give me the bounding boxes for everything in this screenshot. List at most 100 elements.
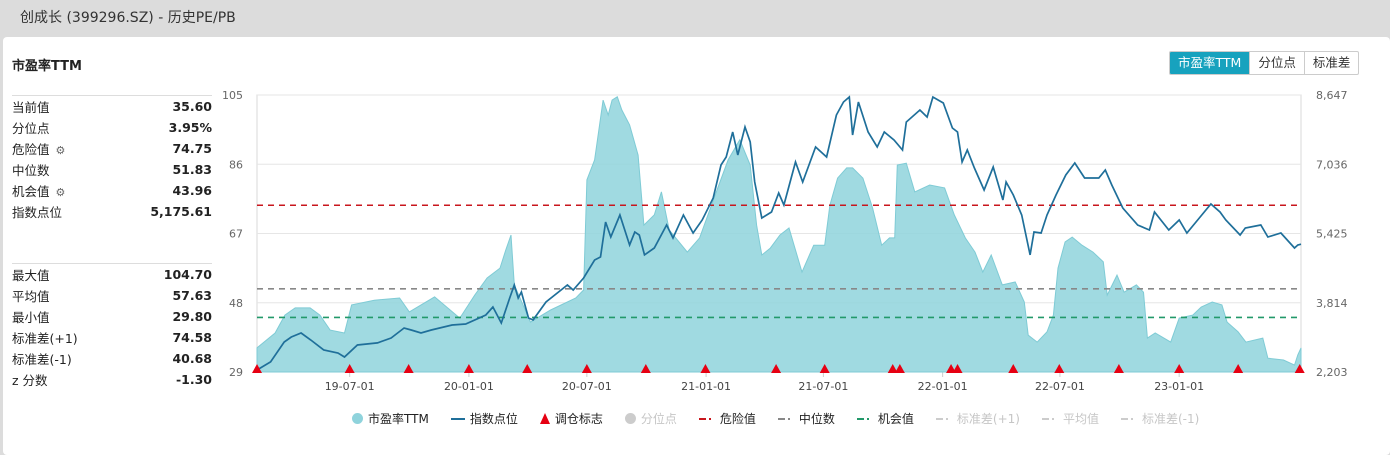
legend-dash-icon (1120, 417, 1137, 420)
rebalance-marker (894, 364, 905, 373)
stat-label: 最大值 (12, 265, 50, 284)
legend-item[interactable]: 危险值 (698, 410, 756, 427)
x-tick-label: 21-01-01 (681, 380, 731, 393)
stat-label: 指数点位 (12, 202, 62, 221)
rebalance-marker (946, 364, 957, 373)
y-right-tick-label: 5,425 (1316, 228, 1348, 241)
legend-item[interactable]: 指数点位 (450, 410, 518, 427)
legend-item[interactable]: 市盈率TTM (352, 410, 429, 427)
legend-circle-icon (352, 413, 363, 424)
stat-label: 分位点 (12, 118, 50, 137)
rebalance-marker (887, 364, 898, 373)
legend-item[interactable]: 分位点 (624, 410, 677, 427)
y-left-tick-label: 29 (229, 366, 243, 379)
x-tick-label: 20-01-01 (444, 380, 494, 393)
metric-toggle: 市盈率TTM 分位点 标准差 (1169, 51, 1360, 75)
stat-value: 35.60 (172, 99, 212, 114)
toggle-std-dev[interactable]: 标准差 (1303, 52, 1359, 74)
stat-value: -1.30 (175, 372, 212, 387)
gear-icon[interactable]: ⚙ (55, 186, 66, 199)
legend-dash-icon (935, 417, 952, 420)
rebalance-marker (1008, 364, 1019, 373)
legend-dash-icon (777, 417, 794, 420)
gear-icon[interactable]: ⚙ (55, 144, 66, 157)
legend-item[interactable]: 中位数 (777, 410, 835, 427)
legend-label: 分位点 (640, 412, 677, 426)
stat-value: 74.75 (172, 141, 212, 156)
stat-value: 104.70 (163, 267, 212, 282)
stat-value: 43.96 (172, 183, 212, 198)
stat-label-text: 分位点 (12, 121, 50, 136)
stat-row: 标准差(-1) 40.68 (12, 348, 212, 369)
rebalance-marker (1174, 364, 1185, 373)
legend-triangle-icon (539, 413, 550, 424)
legend-label: 市盈率TTM (368, 412, 429, 426)
stat-label-text: 危险值 (12, 142, 50, 157)
stat-label-text: 最小值 (12, 310, 50, 325)
legend-label: 平均值 (1062, 412, 1099, 426)
stat-label-text: 标准差(-1) (12, 352, 72, 367)
stat-label-text: 指数点位 (12, 205, 63, 220)
y-left-tick-label: 86 (229, 158, 243, 171)
rebalance-marker (1054, 364, 1065, 373)
stat-label-text: 中位数 (12, 163, 50, 178)
legend-label: 危险值 (719, 412, 756, 426)
legend-label: 中位数 (798, 412, 835, 426)
stat-label: 当前值 (12, 97, 50, 116)
stat-label: 平均值 (12, 286, 50, 305)
legend-dash-icon (856, 417, 873, 420)
stat-label: z 分数 (12, 370, 48, 389)
toggle-percentile[interactable]: 分位点 (1249, 52, 1304, 74)
stat-row: z 分数 -1.30 (12, 369, 212, 390)
stat-label: 标准差(-1) (12, 349, 72, 368)
legend-item[interactable]: 机会值 (856, 410, 914, 427)
legend-item[interactable]: 调仓标志 (539, 410, 603, 427)
legend-dash-icon (698, 417, 715, 420)
legend-label: 指数点位 (469, 412, 518, 426)
stat-label-text: 最大值 (12, 268, 50, 283)
rebalance-marker (252, 364, 262, 373)
x-tick-label: 22-07-01 (1035, 380, 1085, 393)
stats-current: 当前值 35.60 分位点 3.95% 危险值 ⚙ 74.75 中位数 51.83 机会值 ⚙ 43.… (12, 95, 212, 222)
stat-label: 机会值 ⚙ (12, 181, 65, 200)
stat-row: 指数点位 5,175.61 (12, 201, 212, 222)
y-left-tick-label: 48 (229, 297, 243, 310)
legend-circle-icon (624, 413, 636, 424)
stat-value: 57.63 (172, 288, 212, 303)
stat-row: 标准差(+1) 74.58 (12, 327, 212, 348)
stat-row: 危险值 ⚙ 74.75 (12, 138, 212, 159)
legend-item[interactable]: 平均值 (1041, 410, 1099, 427)
stat-value: 40.68 (172, 351, 212, 366)
stat-row: 机会值 ⚙ 43.96 (12, 180, 212, 201)
stat-label: 危险值 ⚙ (12, 139, 65, 158)
stat-value: 51.83 (172, 162, 212, 177)
stat-label: 中位数 (12, 160, 50, 179)
rebalance-marker (952, 364, 963, 373)
x-tick-label: 20-07-01 (562, 380, 612, 393)
window-title: 创成长 (399296.SZ) - 历史PE/PB (20, 10, 236, 26)
stat-label-text: 平均值 (12, 289, 50, 304)
legend-dash-icon (1041, 417, 1058, 420)
stat-row: 分位点 3.95% (12, 117, 212, 138)
chart-legend: 市盈率TTM 指数点位 调仓标志 分位点 危险值 中位数 机会值 标准差(+1) 平均值 标准差(… (352, 410, 1221, 427)
legend-line-icon (450, 417, 465, 420)
stat-label-text: 标准差(+1) (12, 331, 78, 346)
stat-label-text: 机会值 (12, 184, 50, 199)
y-right-tick-label: 8,647 (1316, 89, 1348, 102)
rebalance-marker (640, 364, 651, 373)
y-right-tick-label: 3,814 (1316, 297, 1348, 310)
stat-row: 当前值 35.60 (12, 96, 212, 117)
y-left-tick-label: 105 (222, 89, 243, 102)
rebalance-marker (819, 364, 830, 373)
y-right-tick-label: 7,036 (1316, 158, 1348, 171)
toggle-pe-ttm[interactable]: 市盈率TTM (1170, 52, 1250, 74)
x-tick-label: 19-07-01 (325, 380, 375, 393)
rebalance-marker (522, 364, 533, 373)
x-tick-label: 22-01-01 (918, 380, 968, 393)
stat-row: 最小值 29.80 (12, 306, 212, 327)
legend-item[interactable]: 标准差(-1) (1120, 410, 1199, 427)
rebalance-marker (771, 364, 782, 373)
rebalance-marker (1294, 364, 1305, 373)
legend-item[interactable]: 标准差(+1) (935, 410, 1020, 427)
